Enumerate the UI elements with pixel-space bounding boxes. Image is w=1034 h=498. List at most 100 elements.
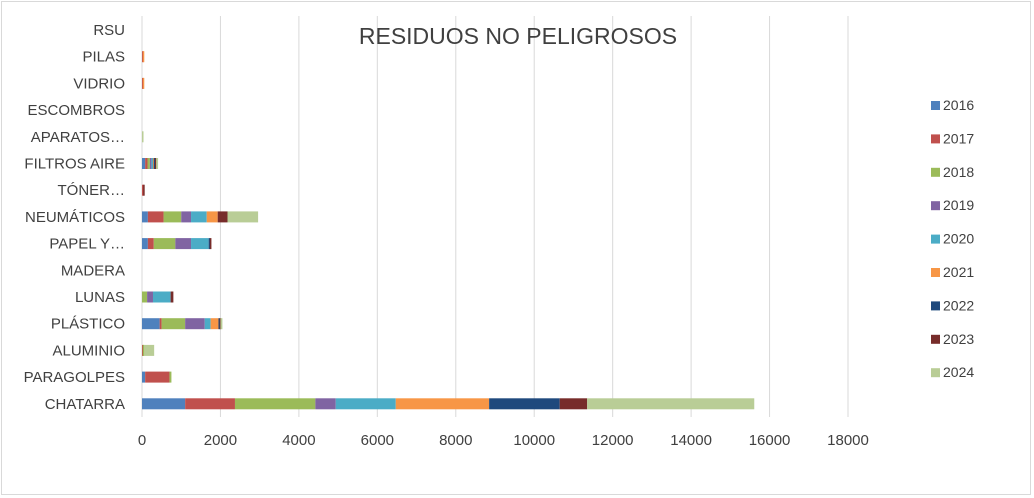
bar-segment-2018 <box>142 344 145 356</box>
legend-swatch <box>931 167 940 177</box>
x-tick-label: 16000 <box>749 432 791 449</box>
bar-segment-2021 <box>142 51 145 63</box>
category-label: TÓNER… <box>58 182 126 199</box>
category-label: PILAS <box>82 49 125 66</box>
bar-segment-2018 <box>147 158 150 169</box>
bar-segment-2019 <box>315 398 336 410</box>
bar-segment-2017 <box>159 318 162 330</box>
bar-segment-2016 <box>142 211 148 223</box>
bar-segment-2024 <box>227 211 259 223</box>
bar-segment-2018 <box>142 291 148 303</box>
legend-swatch <box>931 234 940 244</box>
bar-segment-2020 <box>204 318 211 330</box>
bar-segment-2019 <box>185 318 205 330</box>
legend-swatch <box>931 334 940 344</box>
category-label: CHATARRA <box>45 396 125 413</box>
legend-swatch <box>931 201 940 211</box>
bar-segment-2023 <box>154 158 157 169</box>
bar-segment-2024 <box>142 131 144 143</box>
x-tick-label: 18000 <box>827 432 869 449</box>
x-tick-label: 6000 <box>361 432 394 449</box>
bar-segment-2020 <box>335 398 396 410</box>
bar-segment-2018 <box>169 371 172 383</box>
bar-segment-2017 <box>145 158 148 169</box>
category-label: PLÁSTICO <box>51 316 125 333</box>
bar-segment-2018 <box>234 398 316 410</box>
category-label: PARAGOLPES <box>24 369 125 386</box>
legend-label: 2021 <box>943 264 974 280</box>
category-label: MADERA <box>61 262 125 279</box>
bar-segment-2021 <box>210 318 219 330</box>
x-tick-label: 0 <box>138 432 146 449</box>
x-tick-labels: 0 2000 4000 6000 8000 10000 12000 14000 16000 180… <box>138 432 869 449</box>
legend-label: 2019 <box>943 197 974 213</box>
bar-segment-2019 <box>181 211 192 223</box>
bar-segment-2019 <box>147 291 153 303</box>
bar-segment-2023 <box>209 238 212 250</box>
bar-segment-2019 <box>175 238 192 250</box>
x-tick-label: 12000 <box>592 432 634 449</box>
legend-label: 2017 <box>943 130 974 146</box>
legend-label: 2016 <box>943 97 974 113</box>
bar-segment-2017 <box>142 344 144 356</box>
bar-segment-2016 <box>142 238 148 250</box>
bar-segment-2022 <box>153 158 156 169</box>
category-label: ESCOMBROS <box>27 102 125 119</box>
bar-segment-2016 <box>142 371 146 383</box>
legend-swatch <box>931 134 940 144</box>
x-tick-label: 2000 <box>204 432 237 449</box>
chart-title: RESIDUOS NO PELIGROSOS <box>359 23 677 49</box>
bar-segment-2017 <box>142 184 144 196</box>
bar-segment-2023 <box>219 318 222 330</box>
category-labels: RSU PILAS VIDRIO ESCOMBROS APARATOS… FILTROS … <box>24 22 125 413</box>
bar-segment-2018 <box>161 318 186 330</box>
bar-segment-2016 <box>142 158 146 169</box>
bar-segment-2017 <box>142 77 144 89</box>
x-tick-label: 4000 <box>282 432 315 449</box>
bar-segment-2020 <box>191 238 209 250</box>
bar-segment-2023 <box>217 211 228 223</box>
bar-segment-2022 <box>208 238 211 250</box>
bar-segment-2022 <box>489 398 560 410</box>
legend-label: 2022 <box>943 297 974 313</box>
legend-swatch <box>931 268 940 277</box>
bar-segment-2021 <box>152 158 155 169</box>
legend-swatch <box>931 368 940 378</box>
bar-segment-2022 <box>218 318 220 330</box>
bar-segment-2017 <box>142 51 144 63</box>
bar-segment-2024 <box>587 398 755 410</box>
bar-segment-2021 <box>395 398 490 410</box>
category-label: VIDRIO <box>73 75 125 92</box>
x-tick-label: 10000 <box>513 432 555 449</box>
legend-label: 2018 <box>943 164 974 180</box>
bar-segment-2018 <box>153 238 176 250</box>
category-label: APARATOS… <box>31 129 125 146</box>
category-label: PAPEL Y… <box>49 236 125 253</box>
bar-segment-2017 <box>185 398 235 410</box>
bar-segment-2023 <box>143 184 145 196</box>
legend-swatch <box>931 301 940 311</box>
bar-segment-2017 <box>145 371 170 383</box>
bars <box>142 51 755 410</box>
bar-segment-2024 <box>220 318 223 330</box>
x-tick-label: 8000 <box>439 432 472 449</box>
category-label: FILTROS AIRE <box>24 156 125 173</box>
bar-segment-2020 <box>191 211 207 223</box>
bar-segment-2019 <box>149 158 152 169</box>
category-label: LUNAS <box>75 289 125 306</box>
bar-segment-2023 <box>559 398 588 410</box>
category-label: RSU <box>93 22 125 39</box>
bar-segment-2020 <box>152 291 171 303</box>
legend-label: 2020 <box>943 231 974 247</box>
bar-segment-2024 <box>144 344 155 356</box>
bar-segment-2021 <box>142 77 145 89</box>
x-tick-label: 14000 <box>670 432 712 449</box>
bar-segment-2024 <box>156 158 159 169</box>
bar-segment-2018 <box>163 211 182 223</box>
bar-segment-2023 <box>170 291 174 303</box>
legend-swatch <box>931 101 940 110</box>
category-label: ALUMINIO <box>52 342 125 359</box>
bar-segment-2021 <box>206 211 218 223</box>
category-label: NEUMÁTICOS <box>25 209 125 226</box>
